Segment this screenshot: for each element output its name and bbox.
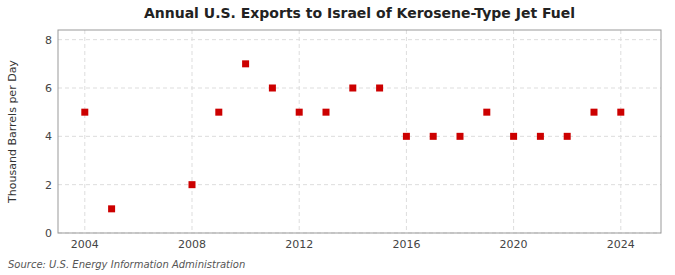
point [108,205,115,212]
point [376,85,383,92]
point [81,109,88,116]
point [564,133,571,140]
points [81,60,624,212]
x-grid-line [299,30,300,233]
point [537,133,544,140]
point [430,133,437,140]
y-grid-line [58,88,661,89]
x-tick-label: 2020 [500,238,528,251]
axes: 0 2 4 6 8 2004 2008 2012 2016 2020 2024 [45,34,635,251]
y-grid-line [58,184,661,185]
point [215,109,222,116]
x-tick-label: 2024 [607,238,635,251]
point [617,109,624,116]
point [296,109,303,116]
grid [58,30,661,233]
chart-svg: Annual U.S. Exports to Israel of Kerosen… [0,0,675,275]
y-tick-label: 8 [45,34,52,47]
point [483,109,490,116]
x-tick-label: 2016 [392,238,420,251]
point [189,181,196,188]
x-grid-line [513,30,514,233]
point [349,85,356,92]
point [323,109,330,116]
point [457,133,464,140]
x-grid-line [620,30,621,233]
point [403,133,410,140]
y-tick-label: 2 [45,179,52,192]
point [591,109,598,116]
point [269,85,276,92]
x-tick-label: 2008 [178,238,206,251]
x-grid-line [192,30,193,233]
y-axis-label: Thousand Barrels per Day [6,60,19,204]
y-tick-label: 0 [45,227,52,240]
chart-container: Annual U.S. Exports to Israel of Kerosen… [0,0,675,275]
x-tick-label: 2004 [71,238,99,251]
plot-frame [58,30,661,233]
point [510,133,517,140]
point [242,60,249,67]
source-note: Source: U.S. Energy Information Administ… [8,259,245,270]
x-grid-line [406,30,407,233]
title: Annual U.S. Exports to Israel of Kerosen… [144,5,575,21]
y-tick-label: 6 [45,82,52,95]
x-grid-line [84,30,85,233]
x-tick-label: 2012 [285,238,313,251]
y-grid-line [58,39,661,40]
y-tick-label: 4 [45,130,52,143]
